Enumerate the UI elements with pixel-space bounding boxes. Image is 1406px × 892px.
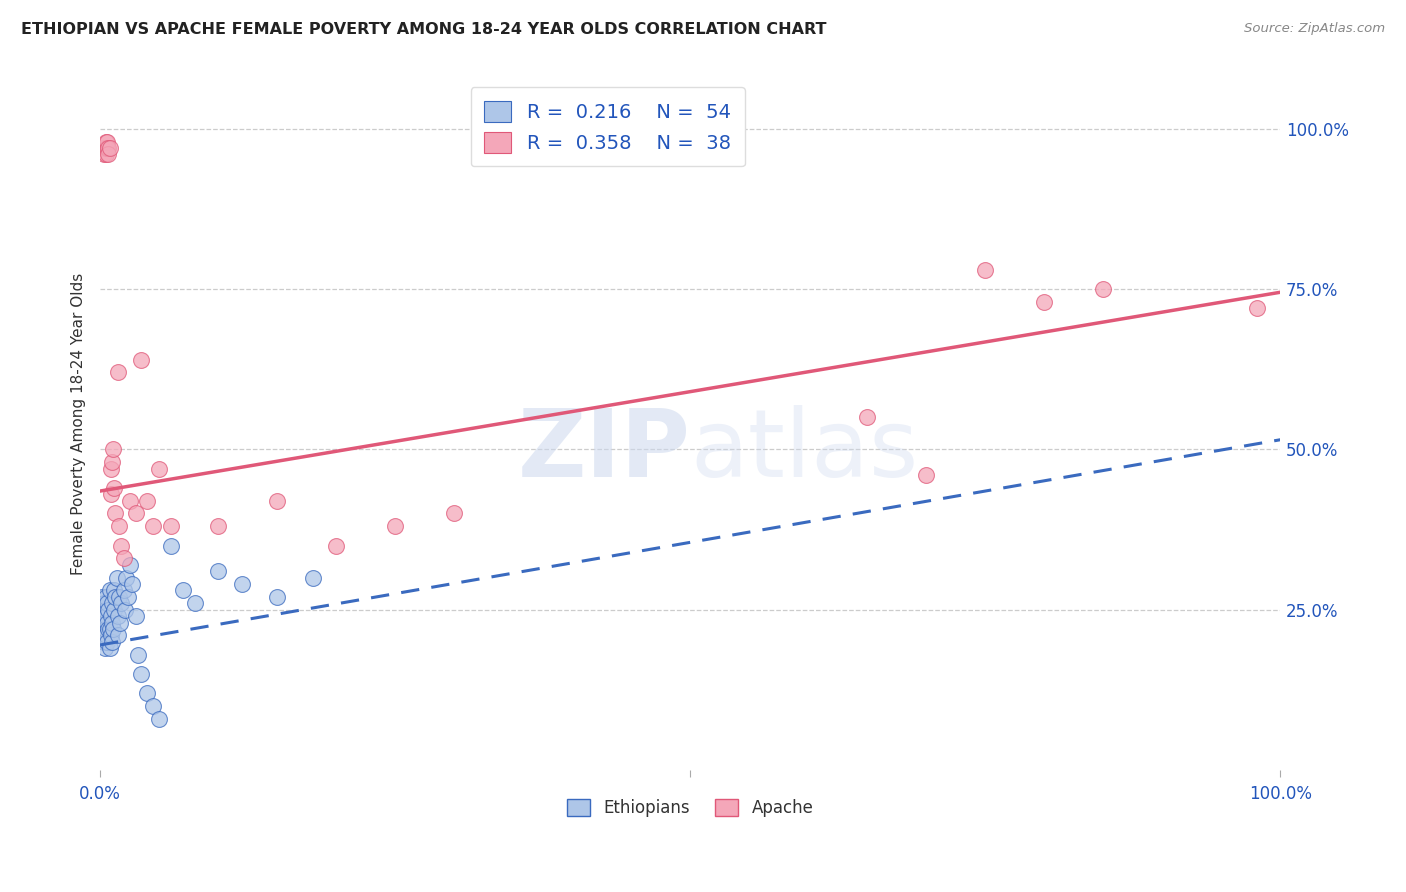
Point (98, 141, 121, 155)
Point (142, 698, 165, 713)
Point (117, 590, 139, 604)
Point (183, 596, 205, 610)
Point (103, 603, 125, 617)
Point (101, 622, 124, 636)
Point (97, 603, 120, 617)
Point (101, 596, 124, 610)
Point (112, 551, 135, 566)
Point (98, 641, 121, 656)
Point (101, 455, 124, 469)
Point (101, 634, 124, 648)
Point (94, 628, 117, 642)
Point (160, 519, 183, 533)
Point (94, 135, 117, 149)
Point (93, 615, 115, 630)
Point (94, 641, 117, 656)
Point (108, 519, 131, 533)
Point (97, 141, 120, 155)
Text: ETHIOPIAN VS APACHE FEMALE POVERTY AMONG 18-24 YEAR OLDS CORRELATION CHART: ETHIOPIAN VS APACHE FEMALE POVERTY AMONG… (21, 22, 827, 37)
Point (142, 519, 165, 533)
Point (124, 507, 146, 521)
Text: atlas: atlas (690, 406, 918, 498)
Point (94, 141, 117, 155)
Point (325, 539, 347, 553)
Point (1246, 301, 1268, 316)
Point (108, 615, 131, 630)
Point (266, 590, 288, 604)
Point (103, 481, 125, 495)
Point (94, 590, 117, 604)
Point (974, 262, 997, 277)
Point (105, 571, 128, 585)
Legend: Ethiopians, Apache: Ethiopians, Apache (560, 792, 820, 824)
Point (114, 603, 136, 617)
Point (96, 596, 118, 610)
Point (148, 712, 170, 726)
Point (93, 596, 115, 610)
Point (104, 590, 127, 604)
Point (207, 519, 229, 533)
Point (127, 648, 149, 662)
Point (107, 366, 129, 380)
Point (112, 583, 135, 598)
Point (110, 539, 132, 553)
Point (101, 442, 124, 457)
Point (96, 141, 118, 155)
Point (100, 487, 122, 501)
Point (131, 352, 153, 367)
Point (301, 571, 323, 585)
Point (121, 577, 143, 591)
Point (97, 622, 120, 636)
Point (107, 609, 129, 624)
Point (118, 558, 141, 572)
Point (96, 135, 118, 149)
Point (118, 493, 141, 508)
Point (100, 461, 122, 475)
Point (124, 609, 146, 624)
Point (136, 493, 159, 508)
Point (856, 410, 879, 425)
Point (207, 564, 229, 578)
Point (1033, 294, 1056, 309)
Point (915, 468, 938, 483)
Text: ZIP: ZIP (517, 406, 690, 498)
Point (384, 519, 406, 533)
Point (98, 622, 121, 636)
Point (266, 493, 288, 508)
Point (1092, 282, 1115, 296)
Point (93, 147, 115, 161)
Point (108, 590, 131, 604)
Point (91, 141, 114, 155)
Point (443, 507, 465, 521)
Text: Source: ZipAtlas.com: Source: ZipAtlas.com (1244, 22, 1385, 36)
Point (94, 147, 117, 161)
Point (160, 539, 183, 553)
Point (131, 666, 153, 681)
Point (172, 583, 194, 598)
Point (110, 596, 132, 610)
Point (101, 615, 124, 630)
Point (148, 461, 170, 475)
Point (231, 577, 253, 591)
Point (94, 603, 117, 617)
Point (98, 583, 121, 598)
Point (96, 615, 118, 630)
Point (100, 609, 122, 624)
Point (93, 634, 115, 648)
Point (96, 634, 118, 648)
Point (104, 507, 127, 521)
Point (103, 583, 125, 598)
Point (94, 622, 117, 636)
Point (136, 686, 159, 700)
Point (91, 590, 114, 604)
Point (107, 628, 129, 642)
Point (97, 147, 120, 161)
Point (91, 622, 114, 636)
Point (100, 628, 122, 642)
Y-axis label: Female Poverty Among 18-24 Year Olds: Female Poverty Among 18-24 Year Olds (72, 273, 86, 574)
Point (94, 609, 117, 624)
Point (115, 571, 138, 585)
Point (90, 609, 112, 624)
